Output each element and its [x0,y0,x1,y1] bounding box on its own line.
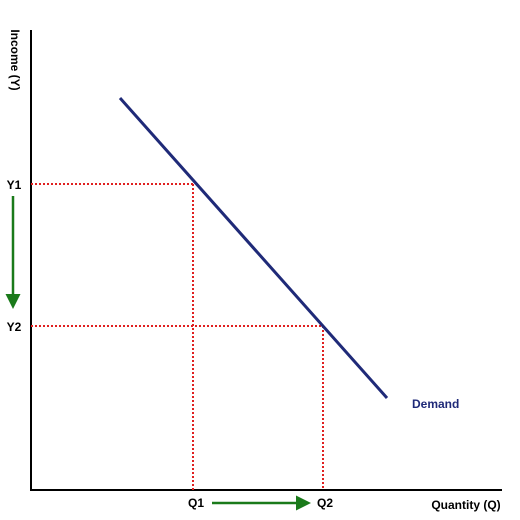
x-axis-label: Quantity (Q) [431,498,500,512]
curve-label: Demand [412,397,459,411]
x-level-label: Q2 [317,496,333,510]
y-level-label: Y1 [7,178,22,192]
x-level-label: Q1 [188,496,204,510]
demand-curve [118,97,389,399]
y-level-label: Y2 [7,320,22,334]
y-axis-label: Income (Y) [8,29,22,90]
